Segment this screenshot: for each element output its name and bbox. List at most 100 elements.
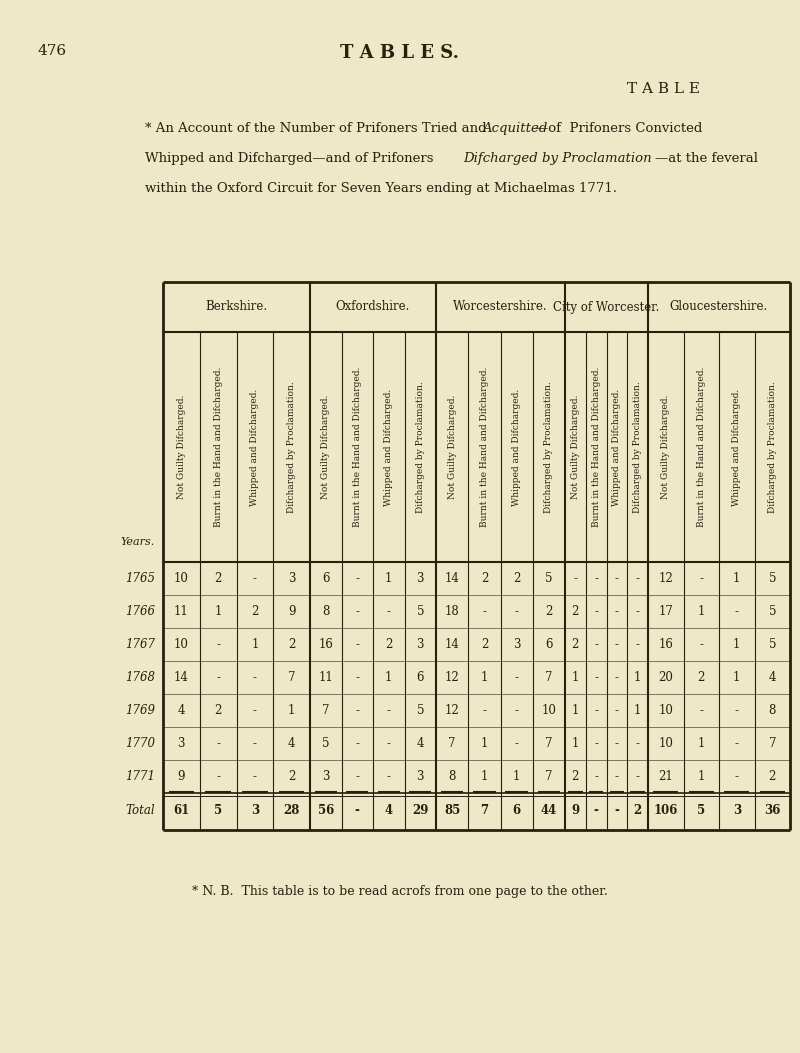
Text: 2: 2: [572, 605, 579, 618]
Text: Difcharged by Proclamation: Difcharged by Proclamation: [463, 152, 652, 165]
Text: 1: 1: [214, 605, 222, 618]
Text: 5: 5: [322, 737, 330, 750]
Text: 2: 2: [481, 638, 488, 651]
Text: * An Account of the Number of Prifoners Tried and: * An Account of the Number of Prifoners …: [145, 122, 491, 135]
Text: 1: 1: [698, 770, 705, 783]
Text: 3: 3: [417, 572, 424, 585]
Text: 17: 17: [658, 605, 673, 618]
Text: T A B L E: T A B L E: [627, 82, 700, 96]
Text: 5: 5: [769, 572, 776, 585]
Text: 2: 2: [481, 572, 488, 585]
Text: 85: 85: [444, 804, 460, 817]
Text: 9: 9: [288, 605, 295, 618]
Text: -: -: [216, 638, 220, 651]
Text: -: -: [734, 704, 738, 717]
Text: —of  Prifoners Convicted: —of Prifoners Convicted: [535, 122, 702, 135]
Text: 2: 2: [769, 770, 776, 783]
Text: -: -: [482, 605, 486, 618]
Text: 5: 5: [769, 605, 776, 618]
Text: -: -: [636, 605, 640, 618]
Text: -: -: [355, 638, 359, 651]
Text: -: -: [253, 770, 257, 783]
Text: 1769: 1769: [125, 704, 155, 717]
Text: 2: 2: [513, 572, 520, 585]
Text: -: -: [216, 770, 220, 783]
Text: -: -: [514, 671, 518, 684]
Text: Whipped and Difcharged.: Whipped and Difcharged.: [512, 389, 521, 505]
Text: 3: 3: [178, 737, 185, 750]
Text: 1: 1: [733, 572, 741, 585]
Text: -: -: [636, 638, 640, 651]
Text: 4: 4: [769, 671, 776, 684]
Text: -: -: [482, 704, 486, 717]
Text: 7: 7: [322, 704, 330, 717]
Text: 21: 21: [658, 770, 673, 783]
Text: 1: 1: [288, 704, 295, 717]
Text: -: -: [514, 737, 518, 750]
Text: 2: 2: [288, 638, 295, 651]
Text: 1: 1: [733, 671, 741, 684]
Text: Burnt in the Hand and Difcharged.: Burnt in the Hand and Difcharged.: [480, 366, 489, 528]
Text: 1: 1: [481, 671, 488, 684]
Text: 3: 3: [733, 804, 741, 817]
Text: 2: 2: [572, 770, 579, 783]
Text: -: -: [253, 671, 257, 684]
Text: 1: 1: [634, 671, 642, 684]
Text: 1: 1: [733, 638, 741, 651]
Text: -: -: [355, 737, 359, 750]
Text: Difcharged by Proclamation.: Difcharged by Proclamation.: [416, 381, 425, 513]
Text: 8: 8: [449, 770, 456, 783]
Text: -: -: [355, 671, 359, 684]
Text: * N. B.  This table is to be read acrofs from one page to the other.: * N. B. This table is to be read acrofs …: [192, 885, 608, 898]
Text: 7: 7: [545, 671, 553, 684]
Text: Whipped and Difcharged.: Whipped and Difcharged.: [612, 389, 622, 505]
Text: 2: 2: [385, 638, 393, 651]
Text: Whipped and Difcharged—and of Prifoners: Whipped and Difcharged—and of Prifoners: [145, 152, 438, 165]
Text: -: -: [615, 605, 619, 618]
Text: Total: Total: [126, 804, 155, 817]
Text: -: -: [594, 605, 598, 618]
Text: -: -: [615, 671, 619, 684]
Text: 6: 6: [417, 671, 424, 684]
Text: 4: 4: [417, 737, 424, 750]
Text: 7: 7: [480, 804, 489, 817]
Text: 476: 476: [38, 44, 67, 58]
Text: 10: 10: [174, 572, 189, 585]
Text: 6: 6: [545, 638, 553, 651]
Text: Burnt in the Hand and Difcharged.: Burnt in the Hand and Difcharged.: [353, 366, 362, 528]
Text: 5: 5: [769, 638, 776, 651]
Text: 1: 1: [481, 770, 488, 783]
Text: Whipped and Difcharged.: Whipped and Difcharged.: [732, 389, 742, 505]
Text: 3: 3: [288, 572, 295, 585]
Text: -: -: [734, 770, 738, 783]
Text: -: -: [253, 704, 257, 717]
Text: 44: 44: [541, 804, 557, 817]
Text: -: -: [594, 638, 598, 651]
Text: 9: 9: [178, 770, 185, 783]
Text: 1: 1: [698, 605, 705, 618]
Text: 106: 106: [654, 804, 678, 817]
Text: Burnt in the Hand and Difcharged.: Burnt in the Hand and Difcharged.: [697, 366, 706, 528]
Text: 9: 9: [571, 804, 579, 817]
Text: 2: 2: [214, 704, 222, 717]
Text: -: -: [216, 737, 220, 750]
Text: Not Guilty Difcharged.: Not Guilty Difcharged.: [662, 395, 670, 499]
Text: 2: 2: [572, 638, 579, 651]
Text: 5: 5: [545, 572, 553, 585]
Text: 11: 11: [318, 671, 333, 684]
Text: -: -: [594, 704, 598, 717]
Text: Not Guilty Difcharged.: Not Guilty Difcharged.: [177, 395, 186, 499]
Text: -: -: [355, 605, 359, 618]
Text: -: -: [514, 704, 518, 717]
Text: 5: 5: [697, 804, 706, 817]
Text: -: -: [355, 770, 359, 783]
Text: 1: 1: [251, 638, 258, 651]
Text: -: -: [514, 605, 518, 618]
Text: 16: 16: [658, 638, 673, 651]
Text: 5: 5: [417, 605, 424, 618]
Text: 14: 14: [445, 572, 459, 585]
Text: 7: 7: [769, 737, 776, 750]
Text: -: -: [355, 704, 359, 717]
Text: Whipped and Difcharged.: Whipped and Difcharged.: [384, 389, 394, 505]
Text: 5: 5: [214, 804, 222, 817]
